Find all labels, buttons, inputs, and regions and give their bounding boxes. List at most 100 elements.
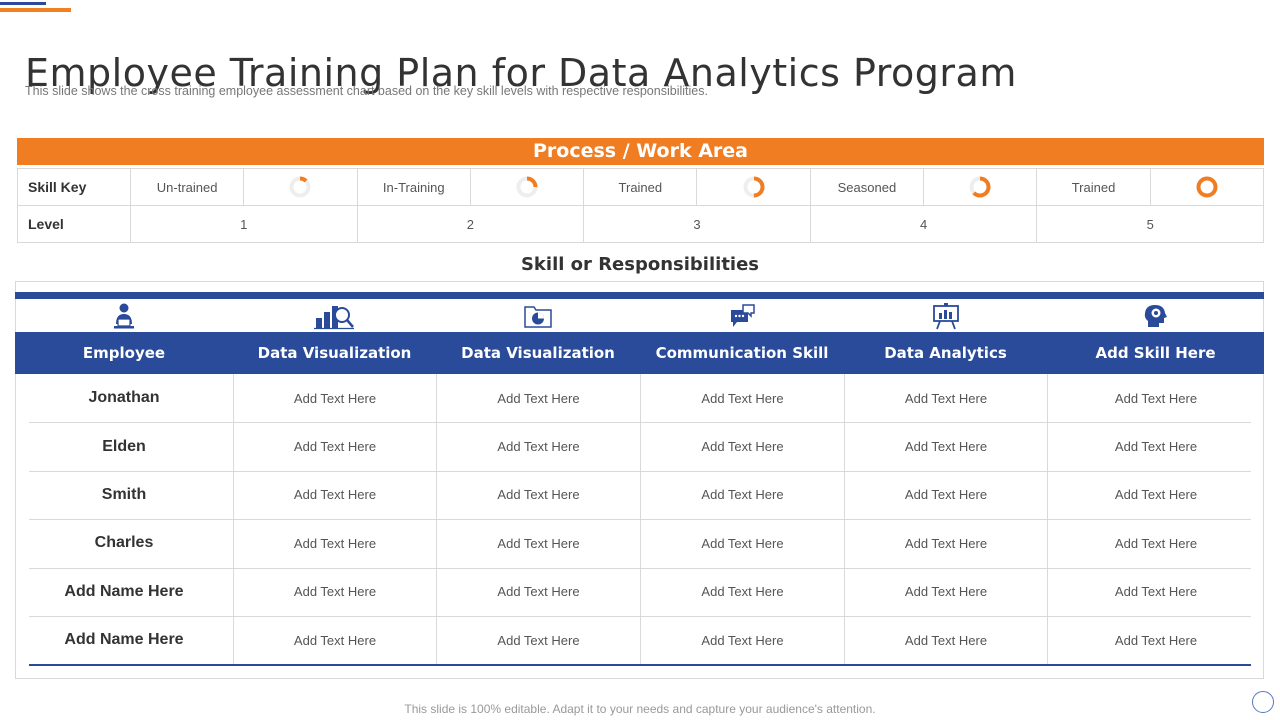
table-cell: Add Text Here [640,615,844,665]
level-value: 3 [583,205,811,243]
ring-fill [516,176,538,198]
column-icon-cell [640,300,844,332]
table-cell: Add Text Here [844,374,1047,423]
row-divider [29,422,1251,423]
table-cell: Add Text Here [844,567,1047,616]
employee-name: Smith [101,485,147,503]
level-value: 2 [356,205,585,243]
column-header-add-skill: Add Skill Here [1095,344,1216,362]
table-cell: Add Text Here [233,519,436,568]
column-icon-cell [844,300,1047,332]
pie-chart-folder-icon [524,306,552,328]
process-work-area-bar: Process / Work Area [17,138,1264,165]
table-cell: Add Text Here [640,470,844,520]
table-cell: Add Text Here [640,422,844,471]
skill-key-item-label: Un-trained [129,168,245,206]
ring-fill [743,176,765,198]
employee-name: Charles [94,534,154,552]
column-icon-cell [233,300,436,332]
skill-ring-cell [243,168,358,206]
employee-name: Add Name Here [64,582,184,600]
table-row: Charles Add Text Here Add Text Here Add … [15,519,1264,568]
level-row: Level 1 2 3 4 5 [17,205,1264,243]
table-cell: Add Text Here [233,567,436,616]
skill-key-label: Skill Key [17,168,131,206]
table-cell: Add Text Here [436,422,640,471]
skill-ring-cell [696,168,811,206]
table-cell: Add Text Here [436,374,640,423]
table-bottom-border [29,664,1251,666]
row-divider [29,519,1251,520]
table-cell: Add Text Here [436,567,640,616]
employee-name: Jonathan [88,389,160,407]
table-cell: Add Text Here [436,470,640,520]
table-cell: Add Text Here [233,422,436,471]
progress-ring-icon [516,176,538,198]
column-icon-cell [15,300,233,332]
table-cell: Add Text Here [640,567,844,616]
communication-chat-icon [731,304,755,327]
ring-fill [969,176,991,198]
table-cell: Add Text Here [844,615,1047,665]
skill-ring-cell [469,168,585,206]
table-cell: Add Text Here [844,470,1047,520]
employee-name: Elden [102,437,146,455]
progress-ring-icon [743,176,765,198]
progress-ring-icon [969,176,991,198]
table-cell: Add Text Here [436,615,640,665]
skill-key-item-label: Seasoned [809,168,925,206]
decorative-orange-line [0,8,71,12]
page-subtitle: This slide shows the cross training empl… [25,84,708,98]
table-row: Elden Add Text Here Add Text Here Add Te… [15,422,1264,471]
skills-table-frame [15,281,1264,679]
table-cell: Add Text Here [640,519,844,568]
employee-laptop-icon [114,303,134,329]
table-cell: Add Text Here [1047,519,1264,568]
column-header-data-visualization: Data Visualization [257,344,412,362]
table-cell: Add Text Here [1047,374,1264,423]
level-value: 4 [809,205,1038,243]
table-cell: Add Text Here [1047,567,1264,616]
skill-ring-cell [923,168,1038,206]
data-visualization-chart-icon [313,306,354,330]
table-cell: Add Text Here [233,615,436,665]
column-icon-cell [436,300,640,332]
table-row: Add Name Here Add Text Here Add Text Her… [15,615,1264,665]
progress-ring-icon [289,176,311,198]
skills-table-header: Employee Data Visualization Data Visuali… [15,332,1264,374]
column-header-employee: Employee [82,344,166,362]
row-divider [29,471,1251,472]
footer-note: This slide is 100% editable. Adapt it to… [404,702,876,716]
skill-ring-cell [1149,168,1265,206]
table-cell: Add Text Here [233,470,436,520]
head-gear-icon [1144,305,1167,327]
table-cell: Add Text Here [844,519,1047,568]
level-value: 5 [1036,205,1264,243]
table-cell: Add Text Here [1047,615,1264,665]
column-header-data-visualization: Data Visualization [461,344,615,362]
column-icons-row [15,300,1264,332]
table-row: Jonathan Add Text Here Add Text Here Add… [15,374,1264,423]
level-label: Level [17,205,131,243]
skill-key-item-label: Trained [583,168,698,206]
row-divider [29,616,1251,617]
skill-key-item-label: In-Training [356,168,471,206]
corner-circle-icon [1252,691,1274,713]
table-cell: Add Text Here [640,374,844,423]
column-header-communication-skill: Communication Skill [655,344,829,362]
level-value: 1 [130,205,358,243]
table-cell: Add Text Here [1047,470,1264,520]
column-icon-cell [1047,300,1264,332]
employee-name: Add Name Here [64,631,184,649]
row-divider [29,568,1251,569]
skill-key-row: Skill Key Un-trained In-Training Trained… [17,168,1265,206]
skill-key-item-label: Trained [1036,168,1151,206]
ring-fill [289,176,311,198]
table-cell: Add Text Here [1047,422,1264,471]
table-cell: Add Text Here [436,519,640,568]
ring-fill [1196,176,1218,198]
decorative-blue-line [0,2,46,5]
page-title: Employee Training Plan for Data Analytic… [25,51,1017,96]
table-row: Add Name Here Add Text Here Add Text Her… [15,567,1264,616]
blue-stripe-divider [15,292,1264,299]
